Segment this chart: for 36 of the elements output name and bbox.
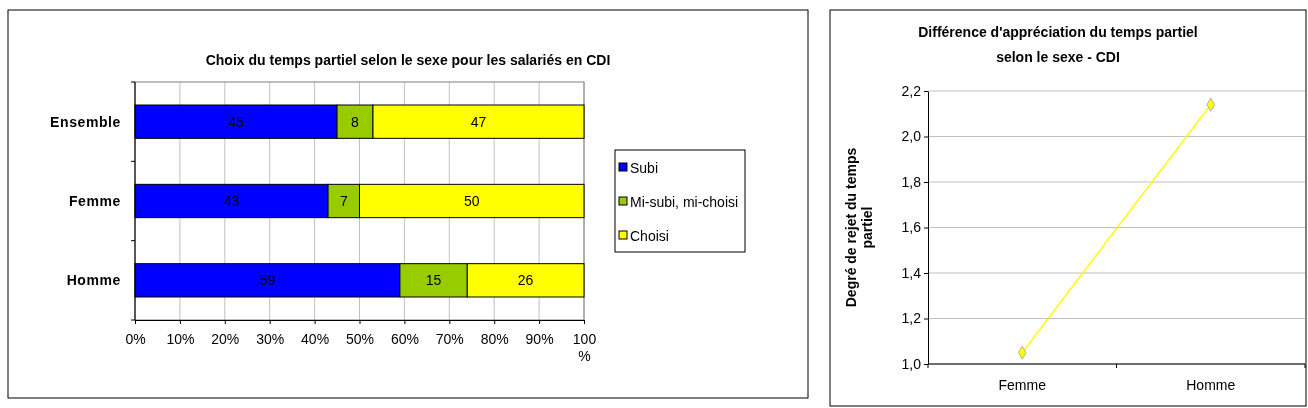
- x-tick-label: 0%: [125, 330, 146, 347]
- y-tick-label: 1,8: [901, 173, 922, 190]
- x-tick-label: 80%: [480, 330, 509, 347]
- y-tick-label: 1,2: [901, 310, 922, 327]
- y-tick-label: Homme: [66, 272, 121, 289]
- y-tick-label: 1,6: [901, 219, 922, 236]
- y-tick-label: Femme: [68, 193, 121, 209]
- data-label: 43: [223, 193, 240, 209]
- legend-label: Choisi: [630, 228, 669, 244]
- data-label: 45: [228, 113, 245, 130]
- y-tick-label: Ensemble: [50, 113, 121, 130]
- x-tick-label: 90%: [525, 330, 554, 347]
- data-label: 8: [351, 113, 360, 130]
- data-label: 15: [425, 272, 442, 289]
- data-label: 26: [517, 272, 534, 289]
- y-tick-label: 2,0: [901, 128, 922, 145]
- data-label: 59: [259, 272, 276, 289]
- x-tick-label: 10%: [166, 330, 195, 347]
- y-tick-label: 1,0: [901, 355, 922, 372]
- x-tick-label: 100 %: [572, 330, 597, 364]
- legend-label: Mi-subi, mi-choisi: [630, 194, 739, 210]
- x-tick-label: 70%: [435, 330, 464, 347]
- x-tick-label: 20%: [211, 330, 240, 347]
- chart-title: Choix du temps partiel selon le sexe pour les salariés en CDI: [205, 52, 611, 68]
- y-tick-label: 2,2: [901, 82, 922, 99]
- x-tick-label: 30%: [256, 330, 285, 347]
- data-label: 7: [339, 193, 348, 209]
- x-tick-label: 40%: [301, 330, 330, 347]
- y-axis-title: Degré de rejet du temps partiel: [843, 147, 876, 308]
- chart-title: Différence d'appréciation du temps partiel selon le sexe - CDI: [918, 24, 1198, 65]
- legend-label: Subi: [630, 160, 659, 176]
- x-tick-label: 60%: [390, 330, 419, 347]
- data-label: 50: [463, 193, 480, 209]
- x-tick-label: 50%: [345, 330, 375, 347]
- data-label: 47: [470, 113, 487, 130]
- y-tick-label: 1,4: [901, 264, 922, 281]
